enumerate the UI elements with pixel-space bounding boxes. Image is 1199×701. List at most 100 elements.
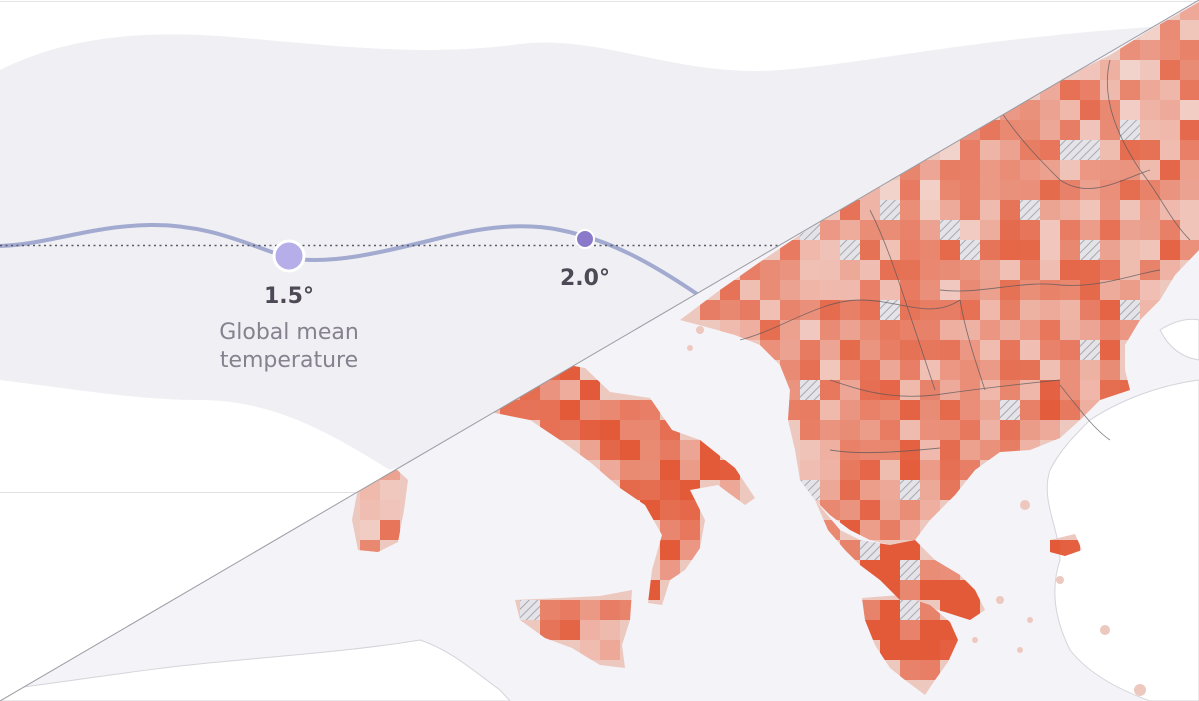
land-turkey — [1046, 379, 1199, 701]
border-path — [829, 379, 1061, 397]
heat-cell — [1180, 60, 1199, 80]
heat-cell — [900, 260, 920, 280]
heat-cell — [940, 420, 960, 440]
heat-cell — [800, 420, 820, 440]
heat-cell — [640, 440, 660, 460]
heat-cell — [1080, 240, 1100, 260]
heat-cell — [960, 600, 980, 620]
heat-cell — [900, 580, 920, 600]
heat-cell — [540, 600, 560, 620]
heat-cell — [1000, 400, 1020, 420]
heat-cell — [560, 600, 580, 620]
heat-cell — [1120, 120, 1140, 140]
heat-cell — [1080, 300, 1100, 320]
heat-cell — [380, 500, 400, 520]
heat-cell — [1040, 380, 1060, 400]
heat-cell — [1180, 120, 1199, 140]
heat-cell — [940, 260, 960, 280]
heat-cell — [580, 640, 600, 660]
heat-cell — [900, 500, 920, 520]
heat-cell — [1080, 280, 1100, 300]
heat-cell — [1020, 140, 1040, 160]
heat-cell — [780, 340, 800, 360]
heat-cell — [900, 660, 920, 680]
heat-cell — [1080, 200, 1100, 220]
heat-cell — [940, 340, 960, 360]
heat-cell — [700, 460, 720, 480]
heat-cell — [940, 160, 960, 180]
heat-cell — [560, 420, 580, 440]
heat-cell — [800, 440, 820, 460]
heat-cell — [1020, 360, 1040, 380]
heat-cell — [1060, 340, 1080, 360]
heat-cell — [1020, 320, 1040, 340]
heat-cell — [840, 420, 860, 440]
heat-cell — [1140, 220, 1160, 240]
heat-cell — [1060, 140, 1080, 160]
heat-cell — [1060, 120, 1080, 140]
heat-cell — [1120, 100, 1140, 120]
heat-cell — [920, 660, 940, 680]
heat-cell — [1160, 80, 1180, 100]
heat-cell — [1040, 420, 1060, 440]
heat-cell — [600, 420, 620, 440]
heat-cell — [860, 320, 880, 340]
heat-cell — [1050, 540, 1060, 556]
heat-cell — [800, 300, 820, 320]
heat-cell — [1100, 340, 1120, 360]
heat-cell — [840, 340, 860, 360]
heat-cell — [560, 380, 580, 400]
heat-cell — [1080, 260, 1100, 280]
land-north-africa — [0, 639, 512, 701]
heat-cell — [1040, 300, 1060, 320]
heat-cell — [900, 520, 920, 540]
heat-cell — [1000, 160, 1020, 180]
heat-cell — [880, 540, 900, 560]
heat-cell — [900, 180, 920, 200]
heat-cell — [880, 380, 900, 400]
heat-cell — [900, 400, 920, 420]
heat-cell — [880, 400, 900, 420]
heat-cell — [940, 200, 960, 220]
heat-cell — [820, 400, 840, 420]
heat-cell — [900, 240, 920, 260]
heat-cell — [820, 360, 840, 380]
heat-cell — [660, 460, 680, 480]
heat-cell — [820, 280, 840, 300]
heat-cell — [1180, 100, 1199, 120]
heat-cell — [580, 600, 600, 620]
heat-cell — [760, 320, 780, 340]
heat-cell — [940, 220, 960, 240]
heat-cell — [580, 440, 600, 460]
heat-cell — [1060, 360, 1080, 380]
heat-cell — [1020, 400, 1040, 420]
heat-cell — [1020, 280, 1040, 300]
heat-cell — [540, 400, 560, 420]
heat-cell — [920, 160, 940, 180]
heat-cell — [980, 160, 1000, 180]
heat-cell — [820, 460, 840, 480]
heat-cell — [900, 640, 920, 660]
heat-cell — [860, 220, 880, 240]
heat-cell — [1000, 220, 1020, 240]
islands — [687, 326, 1146, 696]
heat-cell — [960, 160, 980, 180]
heat-cell — [360, 540, 380, 552]
heat-cell — [560, 620, 580, 640]
heat-cell — [960, 320, 980, 340]
heat-cell — [740, 280, 760, 300]
heat-cell — [860, 240, 880, 260]
heat-cell — [840, 440, 860, 460]
heat-cell — [860, 360, 880, 380]
heat-cell — [1100, 280, 1120, 300]
heat-cell — [960, 180, 980, 200]
heat-cell — [880, 300, 900, 320]
heat-cell — [980, 380, 1000, 400]
heat-cell — [800, 280, 820, 300]
heat-cell — [860, 340, 880, 360]
heat-cell — [1160, 120, 1180, 140]
land-black-sea-coast — [1159, 318, 1199, 361]
heat-cell — [1120, 180, 1140, 200]
heat-cell — [1120, 220, 1140, 240]
heat-cell — [680, 500, 700, 520]
